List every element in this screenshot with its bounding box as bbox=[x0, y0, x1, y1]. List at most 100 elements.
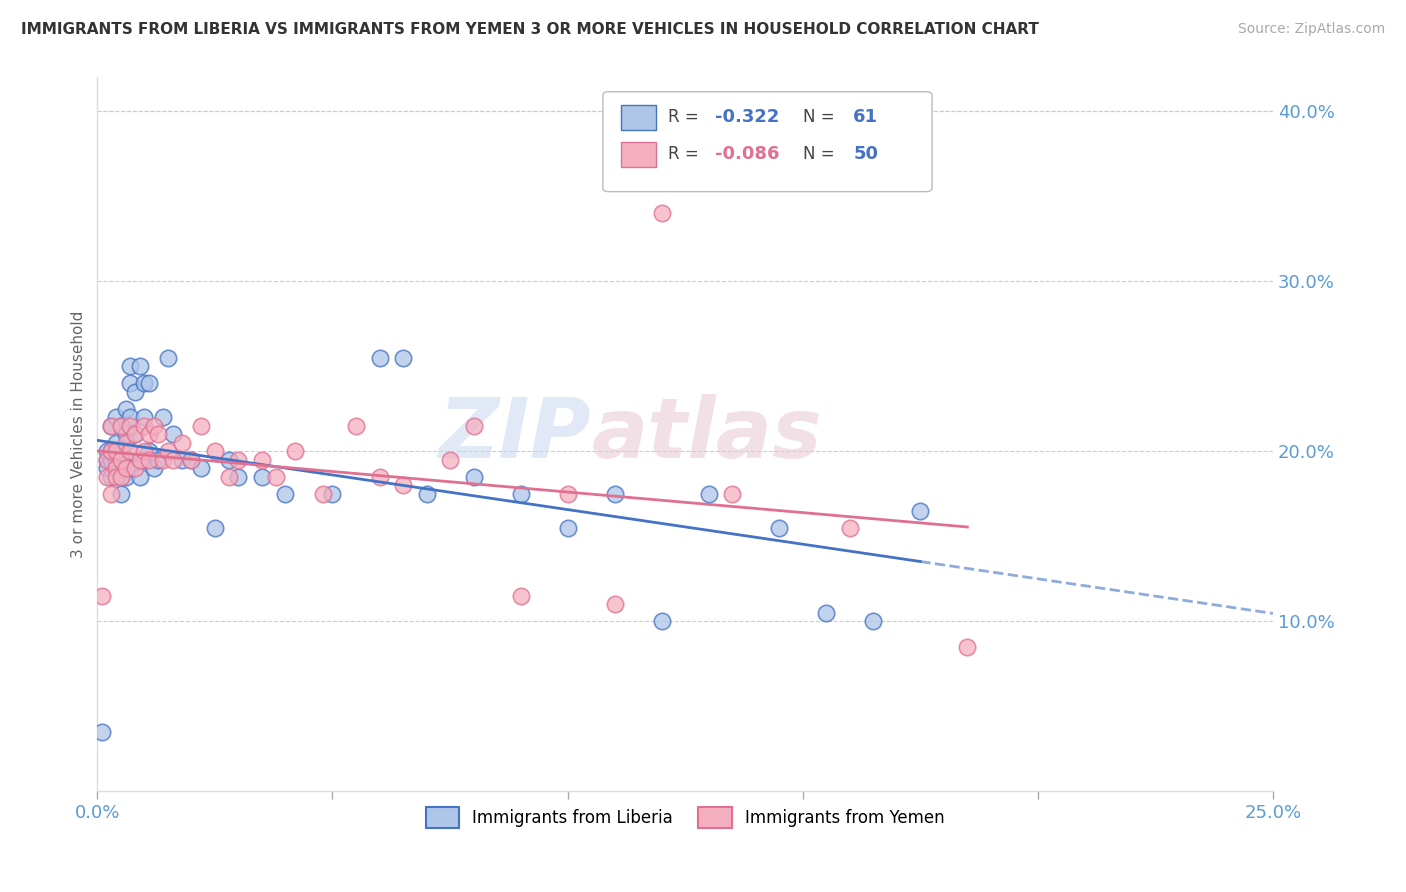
Point bbox=[120, 359, 142, 374]
Point bbox=[156, 351, 179, 365]
Point bbox=[96, 470, 118, 484]
Y-axis label: 3 or more Vehicles in Household: 3 or more Vehicles in Household bbox=[72, 310, 86, 558]
Point bbox=[162, 453, 184, 467]
Point bbox=[284, 444, 307, 458]
Point bbox=[105, 435, 128, 450]
Point bbox=[204, 521, 226, 535]
Point bbox=[110, 444, 132, 458]
Point bbox=[110, 470, 132, 484]
Point bbox=[120, 444, 142, 458]
Point bbox=[105, 410, 128, 425]
Point bbox=[264, 470, 287, 484]
Point bbox=[134, 444, 156, 458]
Point bbox=[110, 418, 132, 433]
Point bbox=[651, 206, 673, 220]
Point bbox=[557, 521, 579, 535]
Bar bbox=[620, 142, 655, 167]
Point bbox=[651, 615, 673, 629]
Point bbox=[105, 444, 128, 458]
Point bbox=[321, 487, 343, 501]
Point bbox=[105, 453, 128, 467]
Point bbox=[110, 487, 132, 501]
Point bbox=[721, 487, 744, 501]
Point bbox=[114, 427, 136, 442]
Point bbox=[134, 453, 156, 467]
Point bbox=[138, 453, 160, 467]
Point bbox=[96, 453, 118, 467]
Point bbox=[142, 461, 165, 475]
Point bbox=[96, 461, 118, 475]
Point bbox=[148, 453, 170, 467]
Point bbox=[128, 359, 150, 374]
Point bbox=[114, 453, 136, 467]
Point bbox=[138, 427, 160, 442]
Legend: Immigrants from Liberia, Immigrants from Yemen: Immigrants from Liberia, Immigrants from… bbox=[419, 801, 952, 834]
Point bbox=[152, 410, 174, 425]
Point bbox=[392, 351, 415, 365]
Point bbox=[862, 615, 884, 629]
Point bbox=[100, 444, 122, 458]
Point bbox=[120, 418, 142, 433]
Point bbox=[368, 470, 391, 484]
Point bbox=[124, 461, 146, 475]
Text: ZIP: ZIP bbox=[439, 394, 591, 475]
Point bbox=[228, 453, 250, 467]
Point bbox=[250, 453, 273, 467]
Point bbox=[956, 640, 979, 654]
Point bbox=[134, 418, 156, 433]
Point bbox=[120, 410, 142, 425]
Point bbox=[100, 418, 122, 433]
Point bbox=[557, 487, 579, 501]
Point bbox=[218, 470, 240, 484]
Point bbox=[120, 461, 142, 475]
Point bbox=[138, 444, 160, 458]
Point bbox=[156, 444, 179, 458]
Point bbox=[134, 376, 156, 391]
Point bbox=[105, 470, 128, 484]
Point bbox=[124, 427, 146, 442]
Point bbox=[100, 453, 122, 467]
Point bbox=[274, 487, 297, 501]
Point bbox=[138, 376, 160, 391]
Point bbox=[463, 470, 485, 484]
Text: atlas: atlas bbox=[591, 394, 821, 475]
Point bbox=[768, 521, 790, 535]
Point bbox=[509, 487, 531, 501]
Point bbox=[105, 461, 128, 475]
Text: Source: ZipAtlas.com: Source: ZipAtlas.com bbox=[1237, 22, 1385, 37]
Point bbox=[114, 461, 136, 475]
Text: N =: N = bbox=[803, 108, 839, 126]
Point bbox=[100, 487, 122, 501]
Point bbox=[142, 418, 165, 433]
Point bbox=[128, 470, 150, 484]
Text: -0.322: -0.322 bbox=[714, 108, 779, 126]
Bar bbox=[620, 104, 655, 129]
Text: R =: R = bbox=[668, 108, 703, 126]
FancyBboxPatch shape bbox=[603, 92, 932, 192]
Point bbox=[910, 504, 932, 518]
Point bbox=[509, 589, 531, 603]
Point bbox=[110, 418, 132, 433]
Point bbox=[91, 724, 114, 739]
Point bbox=[344, 418, 367, 433]
Point bbox=[463, 418, 485, 433]
Point bbox=[439, 453, 461, 467]
Point bbox=[312, 487, 335, 501]
Point bbox=[114, 401, 136, 416]
Point bbox=[697, 487, 720, 501]
Point bbox=[190, 418, 212, 433]
Point bbox=[110, 470, 132, 484]
Text: 50: 50 bbox=[853, 145, 879, 163]
Point bbox=[148, 427, 170, 442]
Point bbox=[170, 435, 193, 450]
Point bbox=[162, 427, 184, 442]
Text: N =: N = bbox=[803, 145, 839, 163]
Point bbox=[100, 470, 122, 484]
Point bbox=[152, 453, 174, 467]
Point bbox=[180, 453, 202, 467]
Point bbox=[838, 521, 860, 535]
Point bbox=[190, 461, 212, 475]
Text: 61: 61 bbox=[853, 108, 879, 126]
Point bbox=[228, 470, 250, 484]
Point bbox=[603, 597, 626, 611]
